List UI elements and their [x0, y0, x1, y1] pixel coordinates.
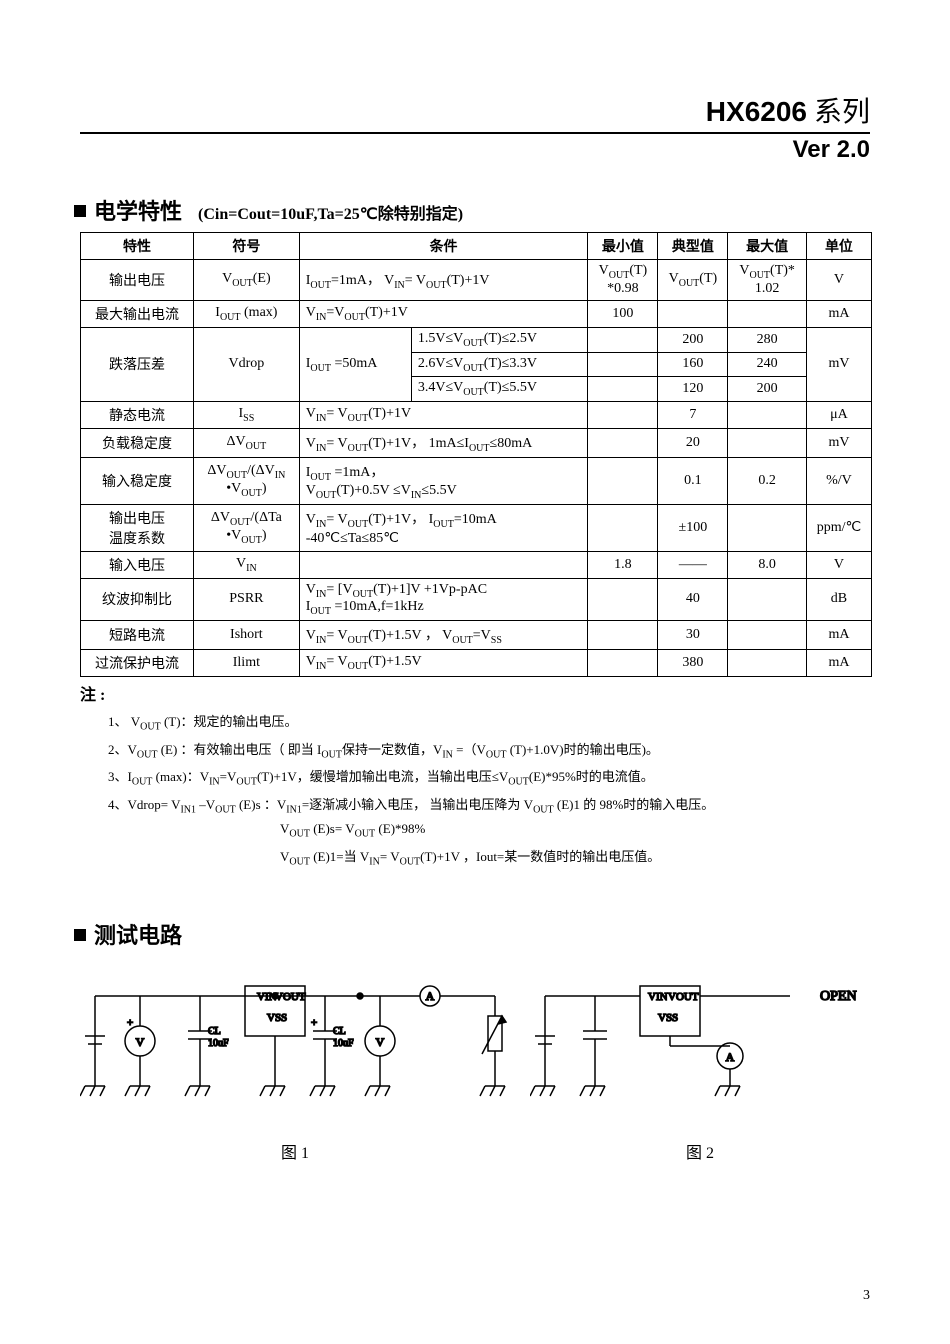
svg-text:+: + — [311, 1017, 317, 1029]
svg-text:VSS: VSS — [267, 1012, 287, 1024]
svg-text:A: A — [726, 1050, 735, 1064]
svg-text:10uF: 10uF — [208, 1038, 229, 1049]
page-number: 3 — [863, 1288, 870, 1304]
svg-text:VIN: VIN — [648, 991, 668, 1003]
table-row: 输入电压 VIN 1.8——8.0 V — [81, 551, 872, 578]
table-row: 过流保护电流 Ilimt VIN= VOUT(T)+1.5V 380 mA — [81, 649, 872, 676]
note-4: 4、Vdrop= VIN1 –VOUT (E)s ：VIN1=逐渐减小输入电压，… — [108, 794, 870, 816]
series-title: HX6206 系列 — [80, 90, 870, 134]
table-row: 跌落压差 Vdrop IOUT =50mA 1.5V≤VOUT(T)≤2.5V … — [81, 327, 872, 352]
table-row: 输入稳定度 ΔVOUT/(ΔVIN•VOUT) IOUT =1mA，VOUT(T… — [81, 457, 872, 504]
fig1-label: 图 1 — [80, 1139, 510, 1163]
th-unit: 单位 — [806, 233, 871, 260]
series-code: HX6206 — [706, 96, 807, 127]
svg-text:CL: CL — [208, 1026, 221, 1037]
th-char: 特性 — [81, 233, 194, 260]
series-suffix: 系列 — [807, 97, 870, 128]
table-row: 输出电压 VOUT(E) IOUT=1mA， VIN= VOUT(T)+1V V… — [81, 260, 872, 301]
svg-text:+: + — [127, 1017, 133, 1029]
svg-text:OPEN: OPEN — [820, 989, 857, 1004]
section-test-head: 测试电路 — [74, 918, 870, 950]
notes-title: 注 : — [80, 681, 870, 705]
section1-title: 电学特性 — [74, 194, 182, 226]
table-row: 短路电流 Ishort VIN= VOUT(T)+1.5V ， VOUT=VSS… — [81, 621, 872, 650]
svg-text:V: V — [136, 1035, 145, 1049]
note-2: 2、VOUT (E) ：有效输出电压（ 即当 IOUT保持一定数值，VIN =（… — [108, 739, 870, 761]
svg-text:V: V — [376, 1035, 385, 1049]
note-6: VOUT (E)1=当 VIN= VOUT(T)+1V ，Iout=某一数值时的… — [280, 846, 870, 868]
svg-text:VSS: VSS — [658, 1012, 678, 1024]
section-electrical-head: 电学特性 (Cin=Cout=10uF,Ta=25℃除特别指定) — [74, 194, 870, 226]
spec-table: 特性 符号 条件 最小值 典型值 最大值 单位 输出电压 VOUT(E) IOU… — [80, 232, 872, 677]
note-5: VOUT (E)s= VOUT (E)*98% — [280, 821, 870, 840]
table-row: 最大输出电流 IOUT (max) VIN=VOUT(T)+1V 100 mA — [81, 300, 872, 327]
note-1: 1、 VOUT (T)：规定的输出电压。 — [108, 711, 870, 733]
svg-text:VOUT: VOUT — [668, 991, 699, 1003]
fig2-label: 图 2 — [530, 1139, 870, 1163]
section1-condition: (Cin=Cout=10uF,Ta=25℃除特别指定) — [198, 200, 463, 224]
version-label: Ver 2.0 — [80, 136, 870, 164]
table-row: 静态电流 ISS VIN= VOUT(T)+1V 7 μA — [81, 402, 872, 429]
table-row: 纹波抑制比 PSRR VIN= [VOUT(T)+1]V +1Vp-pACIOU… — [81, 578, 872, 621]
th-max: 最大值 — [728, 233, 807, 260]
svg-text:VOUT: VOUT — [275, 991, 306, 1003]
th-cond: 条件 — [299, 233, 588, 260]
svg-text:10uF: 10uF — [333, 1038, 354, 1049]
section2-title: 测试电路 — [74, 918, 182, 950]
svg-text:A: A — [426, 989, 435, 1003]
th-min: 最小值 — [588, 233, 658, 260]
svg-text:VIN: VIN — [257, 991, 277, 1003]
figure-1: A VIN VOUT VSS V + — [80, 976, 510, 1163]
th-sym: 符号 — [194, 233, 300, 260]
figure-2: VIN VOUT VSS OPEN — [530, 976, 870, 1163]
diagrams-row: A VIN VOUT VSS V + — [80, 976, 870, 1163]
notes-block: 注 : 1、 VOUT (T)：规定的输出电压。 2、VOUT (E) ：有效输… — [80, 681, 870, 868]
th-typ: 典型值 — [658, 233, 728, 260]
table-row: 负载稳定度 ΔVOUT VIN= VOUT(T)+1V， 1mA≤IOUT≤80… — [81, 429, 872, 458]
note-3: 3、IOUT (max)：VIN=VOUT(T)+1V，缓慢增加输出电流，当输出… — [108, 766, 870, 788]
table-row: 输出电压温度系数 ΔVOUT/(ΔTa•VOUT) VIN= VOUT(T)+1… — [81, 504, 872, 551]
svg-text:CL: CL — [333, 1026, 346, 1037]
